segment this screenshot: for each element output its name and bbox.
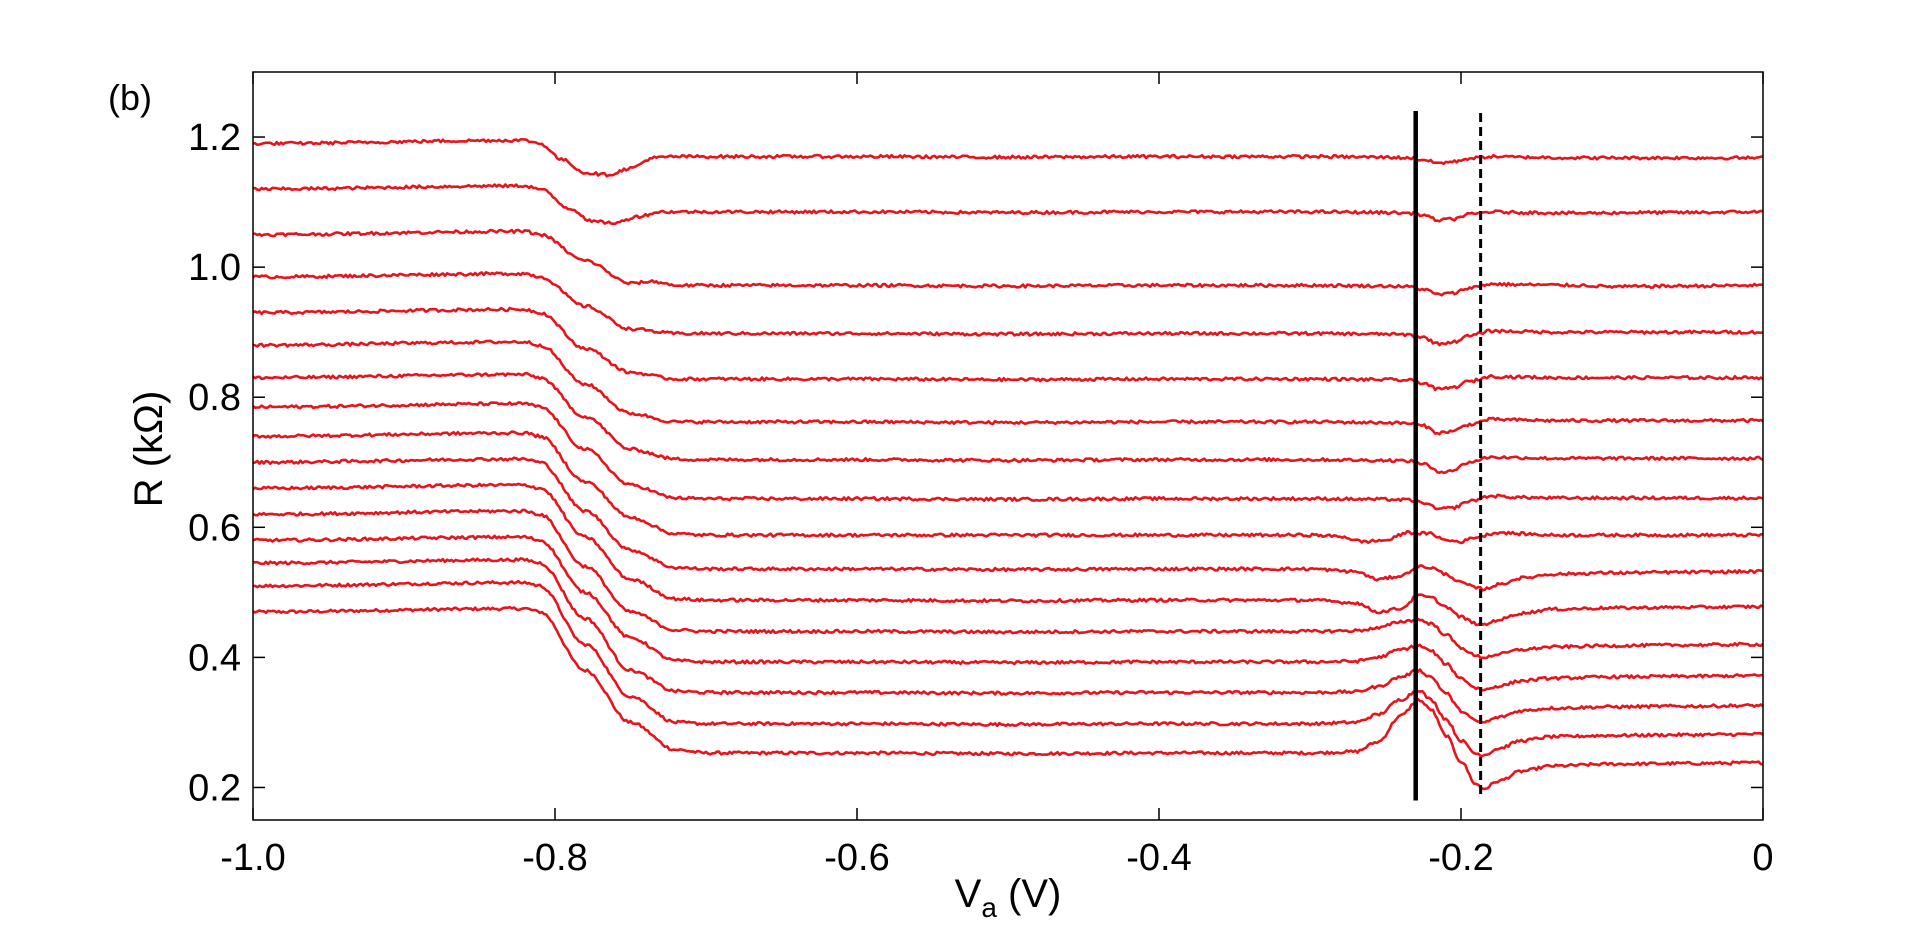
series-line-5 (252, 508, 1764, 660)
y-tick-label: 0.2 (188, 767, 241, 809)
x-axis-title-unit: (V) (997, 872, 1061, 916)
y-tick-label: 0.6 (188, 507, 241, 549)
y-tick-label: 0.8 (188, 377, 241, 419)
series-line-4 (252, 534, 1764, 692)
y-tick-label: 1.2 (188, 117, 241, 159)
series-line-1 (252, 605, 1764, 791)
x-tick-label: -0.8 (522, 837, 587, 879)
series-line-14 (252, 228, 1764, 297)
x-axis-title-subscript: a (981, 892, 997, 923)
x-tick-label: -0.2 (1428, 837, 1493, 879)
y-tick-label: 1.0 (188, 247, 241, 289)
x-tick-label: -1.0 (220, 837, 285, 879)
series-layer (252, 138, 1764, 791)
series-line-10 (252, 371, 1764, 475)
y-axis-ticks: 0.2 0.4 0.6 0.8 1.0 1.2 (188, 117, 1763, 809)
y-axis-title: R (kΩ) (127, 391, 171, 508)
x-axis-title-main: V (955, 872, 982, 916)
panel-label: (b) (108, 77, 152, 118)
series-line-2 (252, 579, 1764, 758)
y-tick-label: 0.4 (188, 637, 241, 679)
x-axis-ticks: -1.0 -0.8 -0.6 -0.4 -0.2 0 (220, 72, 1774, 879)
series-line-7 (252, 456, 1764, 592)
x-tick-label: -0.4 (1126, 837, 1191, 879)
x-axis-title: Va (V) (955, 872, 1062, 923)
reference-lines (1413, 111, 1483, 801)
series-line-13 (252, 271, 1764, 347)
series-line-6 (252, 482, 1764, 627)
series-line-8 (252, 430, 1764, 545)
plot-frame (252, 71, 1764, 821)
series-line-11 (252, 339, 1764, 436)
x-tick-label: 0 (1752, 837, 1773, 879)
series-line-9 (252, 401, 1764, 511)
series-line-15 (252, 183, 1764, 226)
series-line-12 (252, 306, 1764, 392)
series-line-3 (252, 557, 1764, 724)
series-line-16 (252, 138, 1764, 178)
x-tick-label: -0.6 (824, 837, 889, 879)
